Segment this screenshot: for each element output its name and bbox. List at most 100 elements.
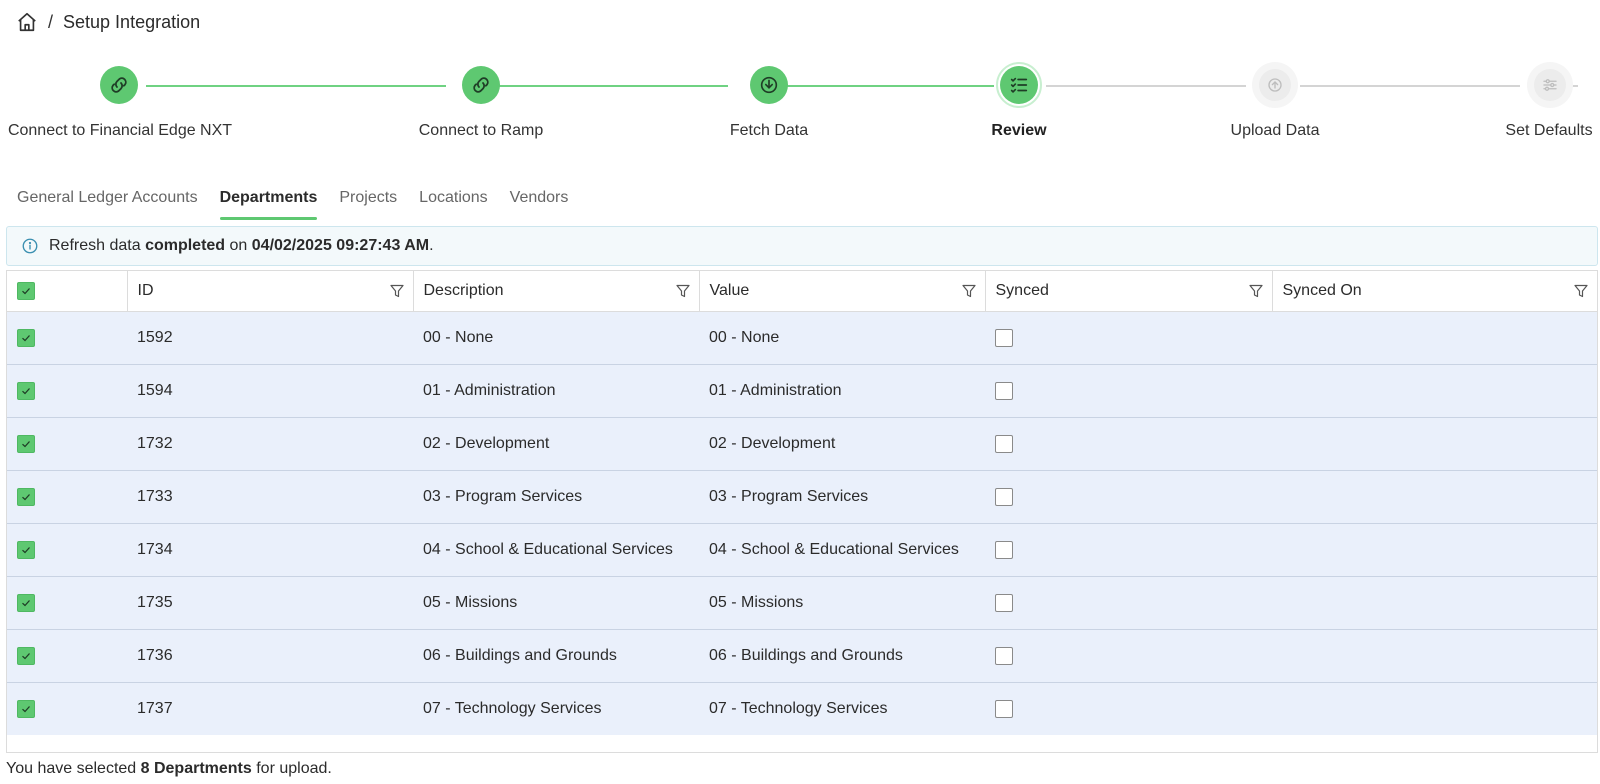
info-middle: on (225, 237, 252, 254)
table-row[interactable]: 1732 02 - Development 02 - Development (7, 417, 1597, 471)
row-select-cell (7, 629, 127, 683)
row-select-cell (7, 417, 127, 471)
cell-synced-on (1272, 629, 1597, 683)
filter-icon[interactable] (389, 283, 405, 299)
synced-checkbox[interactable] (995, 381, 1013, 400)
cell-value: 01 - Administration (699, 364, 985, 418)
row-select-checkbox[interactable] (17, 699, 35, 718)
table-row[interactable]: 1737 07 - Technology Services 07 - Technol… (7, 682, 1597, 735)
row-select-checkbox[interactable] (17, 593, 35, 612)
upload-icon (1259, 69, 1291, 101)
summary-suffix: for upload. (251, 760, 332, 777)
table-row[interactable]: 1734 04 - School & Educational Services 04… (7, 523, 1597, 577)
step-label: Set Defaults (1505, 122, 1593, 139)
column-header-synced[interactable]: Synced (985, 271, 1273, 312)
cell-synced (985, 470, 1272, 524)
row-select-cell (7, 311, 127, 365)
link-icon (100, 66, 138, 104)
row-select-cell (7, 470, 127, 524)
cell-description: 02 - Development (413, 417, 699, 471)
cell-value: 07 - Technology Services (699, 682, 985, 735)
cell-value: 04 - School & Educational Services (699, 523, 985, 577)
column-label: Synced (995, 282, 1049, 299)
step-label: Connect to Ramp (418, 122, 544, 139)
synced-checkbox[interactable] (995, 328, 1013, 347)
column-header-id[interactable]: ID (127, 271, 414, 312)
refresh-datetime: 04/02/2025 09:27:43 AM (251, 237, 430, 254)
row-select-cell (7, 364, 127, 418)
row-select-cell (7, 576, 127, 630)
cell-description: 03 - Program Services (413, 470, 699, 524)
synced-checkbox[interactable] (995, 487, 1013, 506)
cell-value: 00 - None (699, 311, 985, 365)
cell-description: 06 - Buildings and Grounds (413, 629, 699, 683)
column-label: Value (709, 282, 750, 299)
cell-synced (985, 523, 1272, 577)
cell-synced-on (1272, 523, 1597, 577)
step-connector (1300, 85, 1520, 87)
synced-checkbox[interactable] (995, 540, 1013, 559)
synced-checkbox[interactable] (995, 593, 1013, 612)
home-icon[interactable] (16, 11, 38, 33)
cell-description: 05 - Missions (413, 576, 699, 630)
cell-id: 1736 (127, 629, 413, 683)
synced-checkbox[interactable] (995, 699, 1013, 718)
table-row[interactable]: 1592 00 - None 00 - None (7, 311, 1597, 365)
step-label: Connect to Financial Edge NXT (7, 122, 233, 139)
tab-projects[interactable]: Projects (339, 189, 398, 206)
table-row[interactable]: 1733 03 - Program Services 03 - Program Se… (7, 470, 1597, 524)
cell-synced-on (1272, 682, 1597, 735)
tab-vendors[interactable]: Vendors (509, 189, 569, 206)
row-select-cell (7, 523, 127, 577)
tab-general-ledger-accounts[interactable]: General Ledger Accounts (17, 189, 198, 206)
info-suffix: . (429, 237, 434, 254)
tab-departments[interactable]: Departments (209, 178, 329, 220)
cell-synced (985, 417, 1272, 471)
table-row[interactable]: 1594 01 - Administration 01 - Administrati… (7, 364, 1597, 418)
summary-prefix: You have selected (6, 760, 141, 777)
breadcrumb: / Setup Integration (16, 10, 200, 34)
row-select-checkbox[interactable] (17, 434, 35, 453)
synced-checkbox[interactable] (995, 646, 1013, 665)
table-row[interactable]: 1736 06 - Buildings and Grounds 06 - Build… (7, 629, 1597, 683)
cell-description: 00 - None (413, 311, 699, 365)
synced-checkbox[interactable] (995, 434, 1013, 453)
progress-stepper: Connect to Financial Edge NXT Connect to… (0, 56, 1600, 146)
column-header-synced-on[interactable]: Synced On (1272, 271, 1597, 312)
cell-description: 04 - School & Educational Services (413, 523, 699, 577)
cell-synced-on (1272, 576, 1597, 630)
selection-summary: You have selected 8 Departments for uplo… (6, 760, 332, 778)
table-header-row: ID Description Value Synced Synced On (7, 271, 1597, 312)
cell-synced (985, 311, 1272, 365)
step-connector (146, 85, 446, 87)
row-select-checkbox[interactable] (17, 328, 35, 347)
cell-id: 1734 (127, 523, 413, 577)
step-connector (1572, 85, 1578, 87)
row-select-checkbox[interactable] (17, 540, 35, 559)
column-label: Description (423, 282, 504, 299)
row-select-checkbox[interactable] (17, 381, 35, 400)
cell-description: 07 - Technology Services (413, 682, 699, 735)
row-select-checkbox[interactable] (17, 487, 35, 506)
row-select-checkbox[interactable] (17, 646, 35, 665)
cell-synced-on (1272, 470, 1597, 524)
column-header-value[interactable]: Value (699, 271, 986, 312)
checklist-icon (1000, 66, 1038, 104)
column-label: ID (137, 282, 154, 299)
cell-value: 06 - Buildings and Grounds (699, 629, 985, 683)
cell-value: 02 - Development (699, 417, 985, 471)
column-header-description[interactable]: Description (413, 271, 700, 312)
filter-icon[interactable] (1248, 283, 1264, 299)
departments-table: ID Description Value Synced Synced On 15… (6, 270, 1598, 753)
selected-count: 8 Departments (140, 760, 252, 777)
filter-icon[interactable] (675, 283, 691, 299)
refresh-status: completed (145, 237, 226, 254)
cell-id: 1737 (127, 682, 413, 735)
select-all-checkbox[interactable] (17, 281, 35, 300)
tab-locations[interactable]: Locations (419, 189, 488, 206)
table-row[interactable]: 1735 05 - Missions 05 - Missions (7, 576, 1597, 630)
filter-icon[interactable] (961, 283, 977, 299)
cell-value: 05 - Missions (699, 576, 985, 630)
filter-icon[interactable] (1573, 283, 1589, 299)
cell-id: 1594 (127, 364, 413, 418)
